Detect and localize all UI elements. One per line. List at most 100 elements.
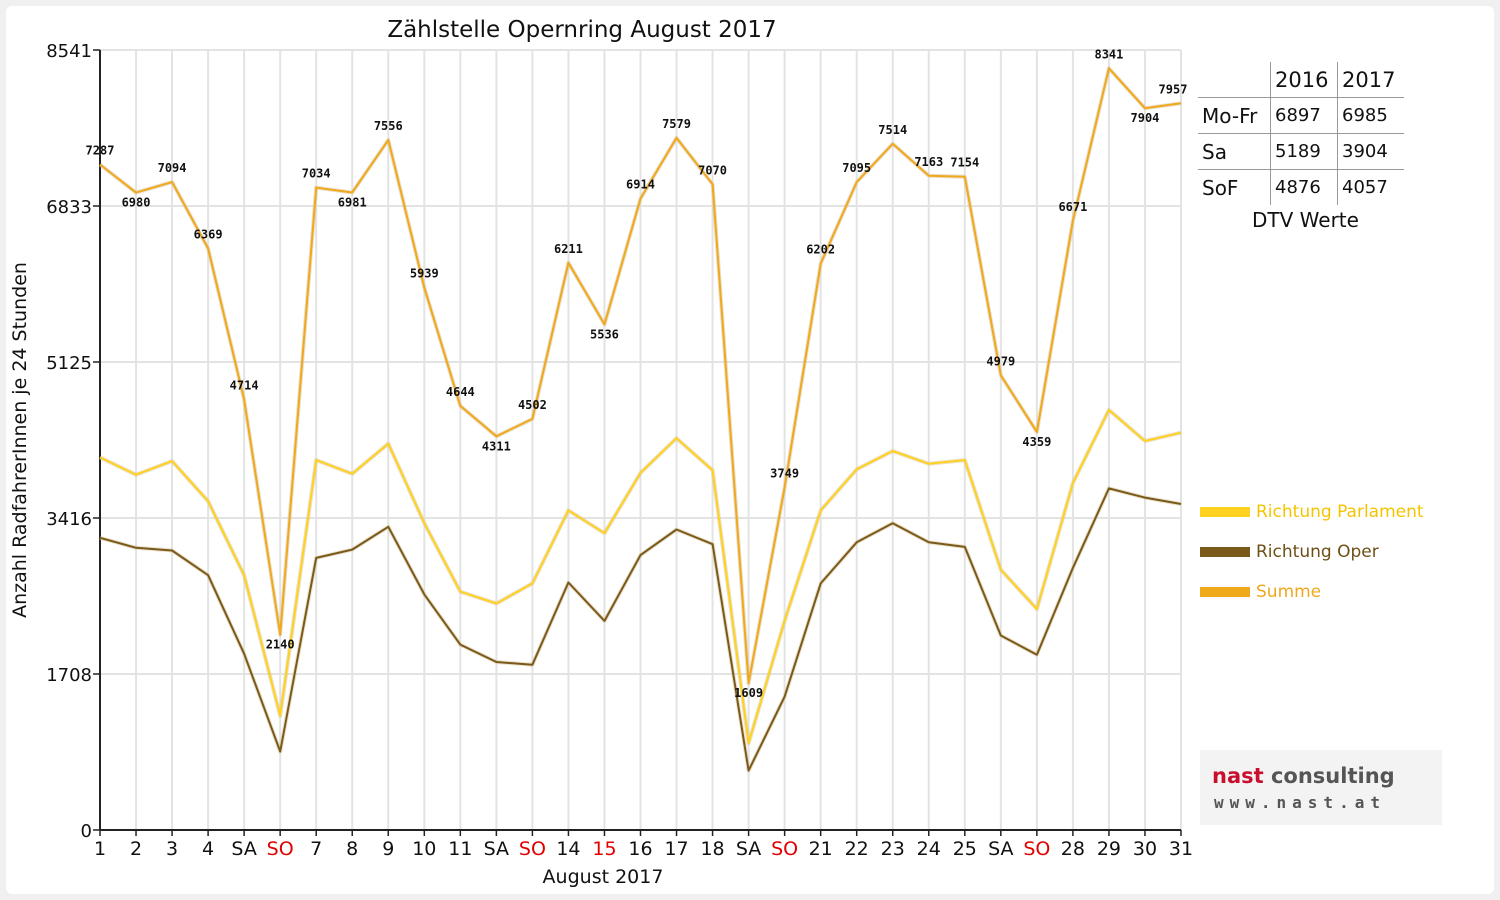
y-tick-label: 5125 bbox=[46, 353, 92, 374]
x-tick-label: SA bbox=[988, 838, 1013, 860]
dtv-cell: 3904 bbox=[1337, 133, 1404, 170]
dtv-cell: 4876 bbox=[1270, 169, 1338, 205]
data-label: 2140 bbox=[266, 638, 295, 652]
legend-label: Richtung Parlament bbox=[1256, 502, 1424, 522]
chart-legend: Richtung Parlament Richtung Oper Summe bbox=[1200, 492, 1424, 612]
x-tick-label: 7 bbox=[310, 838, 322, 860]
legend-item-parlament: Richtung Parlament bbox=[1200, 492, 1424, 532]
data-label: 1609 bbox=[734, 686, 763, 700]
data-label: 7034 bbox=[302, 167, 331, 181]
x-tick-label: SA bbox=[231, 838, 256, 860]
data-label: 7287 bbox=[86, 144, 115, 158]
x-tick-label: SA bbox=[484, 838, 509, 860]
x-tick-label: 1 bbox=[94, 838, 106, 860]
x-tick-label: SO bbox=[1023, 838, 1050, 860]
legend-item-oper: Richtung Oper bbox=[1200, 532, 1424, 572]
dtv-row-label: Mo-Fr bbox=[1198, 97, 1271, 134]
dtv-caption: DTV Werte bbox=[1252, 208, 1359, 232]
data-label: 4714 bbox=[230, 378, 259, 392]
x-tick-label: 23 bbox=[881, 838, 905, 860]
data-label: 4502 bbox=[518, 398, 547, 412]
data-label: 6369 bbox=[194, 227, 223, 241]
chart-title: Zählstelle Opernring August 2017 bbox=[387, 17, 776, 43]
data-label: 3749 bbox=[770, 467, 799, 481]
data-label: 7070 bbox=[698, 163, 727, 177]
x-tick-label: 4 bbox=[202, 838, 214, 860]
dtv-row-label: SoF bbox=[1198, 169, 1271, 205]
data-label: 6671 bbox=[1058, 200, 1087, 214]
dtv-cell: 5189 bbox=[1270, 133, 1338, 170]
x-tick-label: SO bbox=[771, 838, 798, 860]
data-label: 7556 bbox=[374, 119, 403, 133]
x-tick-label: 30 bbox=[1133, 838, 1157, 860]
logo-word-consulting: consulting bbox=[1270, 764, 1395, 788]
data-label: 4979 bbox=[986, 354, 1015, 368]
data-label: 6981 bbox=[338, 195, 367, 209]
dtv-cell: 6985 bbox=[1337, 97, 1404, 134]
x-tick-label: 28 bbox=[1061, 838, 1085, 860]
x-tick-label: SA bbox=[736, 838, 761, 860]
x-tick-label: 15 bbox=[592, 838, 616, 860]
x-tick-label: 22 bbox=[845, 838, 869, 860]
data-label: 5536 bbox=[590, 327, 619, 341]
dtv-row-label: Sa bbox=[1198, 133, 1271, 170]
data-label: 7904 bbox=[1131, 111, 1160, 125]
x-tick-label: 8 bbox=[346, 838, 358, 860]
x-tick-label: 9 bbox=[382, 838, 394, 860]
data-label: 5939 bbox=[410, 267, 439, 281]
data-label: 6202 bbox=[806, 243, 835, 257]
x-tick-label: 18 bbox=[700, 838, 724, 860]
x-tick-label: 29 bbox=[1097, 838, 1121, 860]
data-label: 7094 bbox=[158, 161, 187, 175]
dtv-header-2016: 2016 bbox=[1270, 62, 1338, 98]
legend-swatch bbox=[1200, 507, 1250, 517]
data-label: 7957 bbox=[1159, 82, 1188, 96]
data-label: 4359 bbox=[1022, 435, 1051, 449]
y-tick-label: 1708 bbox=[46, 665, 92, 686]
y-tick-label: 8541 bbox=[46, 41, 92, 62]
x-tick-label: 14 bbox=[556, 838, 580, 860]
y-tick-label: 6833 bbox=[46, 197, 92, 218]
data-label: 7163 bbox=[914, 155, 943, 169]
x-tick-label: 2 bbox=[130, 838, 142, 860]
x-tick-label: 17 bbox=[664, 838, 688, 860]
data-label: 6211 bbox=[554, 242, 583, 256]
logo-url: www.nast.at bbox=[1214, 793, 1386, 812]
y-tick-label: 3416 bbox=[46, 509, 92, 530]
dtv-table: 2016 2017 Mo-Fr 6897 6985 Sa 5189 3904 S… bbox=[1198, 62, 1404, 205]
dtv-header-2017: 2017 bbox=[1337, 62, 1404, 98]
legend-swatch bbox=[1200, 547, 1250, 557]
x-tick-label: 25 bbox=[953, 838, 977, 860]
x-tick-label: 11 bbox=[448, 838, 472, 860]
data-label: 8341 bbox=[1094, 47, 1123, 61]
y-tick-label: 0 bbox=[81, 821, 92, 842]
x-tick-label: SO bbox=[519, 838, 546, 860]
dtv-header-blank bbox=[1198, 62, 1271, 98]
data-label: 6980 bbox=[122, 196, 151, 210]
data-label: 7095 bbox=[842, 161, 871, 175]
dtv-cell: 4057 bbox=[1337, 169, 1404, 205]
series-line-parlament bbox=[99, 408, 1182, 745]
x-axis-title: August 2017 bbox=[543, 866, 664, 888]
company-logo: nast consulting www.nast.at bbox=[1200, 750, 1442, 825]
data-label: 6914 bbox=[626, 178, 655, 192]
x-tick-label: 10 bbox=[412, 838, 436, 860]
data-label: 4311 bbox=[482, 439, 511, 453]
legend-swatch bbox=[1200, 587, 1250, 597]
x-tick-label: 24 bbox=[917, 838, 941, 860]
legend-label: Richtung Oper bbox=[1256, 542, 1379, 562]
logo-wordmark: nast consulting bbox=[1212, 764, 1395, 788]
legend-item-summe: Summe bbox=[1200, 572, 1424, 612]
data-label: 7514 bbox=[878, 123, 907, 137]
dtv-cell: 6897 bbox=[1270, 97, 1338, 134]
data-label: 7154 bbox=[950, 156, 979, 170]
x-tick-label: 21 bbox=[809, 838, 833, 860]
series-line-oper bbox=[99, 487, 1182, 772]
x-tick-label: SO bbox=[267, 838, 294, 860]
series-line-summe bbox=[99, 67, 1182, 685]
x-tick-label: 31 bbox=[1169, 838, 1193, 860]
data-label: 4644 bbox=[446, 385, 475, 399]
x-tick-label: 16 bbox=[628, 838, 652, 860]
x-tick-label: 3 bbox=[166, 838, 178, 860]
